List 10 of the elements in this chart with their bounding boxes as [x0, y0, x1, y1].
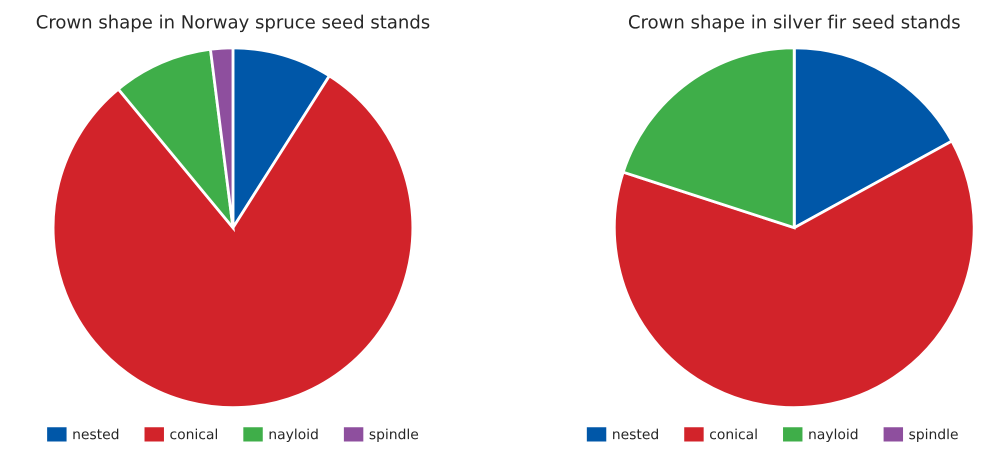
legend-label: nayloid: [809, 428, 858, 442]
legend-label: spindle: [909, 428, 958, 442]
legend-label: conical: [170, 428, 218, 440]
legend-label: nested: [73, 428, 118, 440]
legend-label: spindle: [370, 428, 418, 442]
legend-label: nested: [613, 428, 658, 440]
chart-title: Crown shape in Norway spruce seed stands: [36, 14, 430, 32]
legend-label: conical: [710, 428, 757, 440]
chart-title: Crown shape in silver fir seed stands: [628, 14, 960, 32]
legend-label: nayloid: [270, 428, 318, 442]
